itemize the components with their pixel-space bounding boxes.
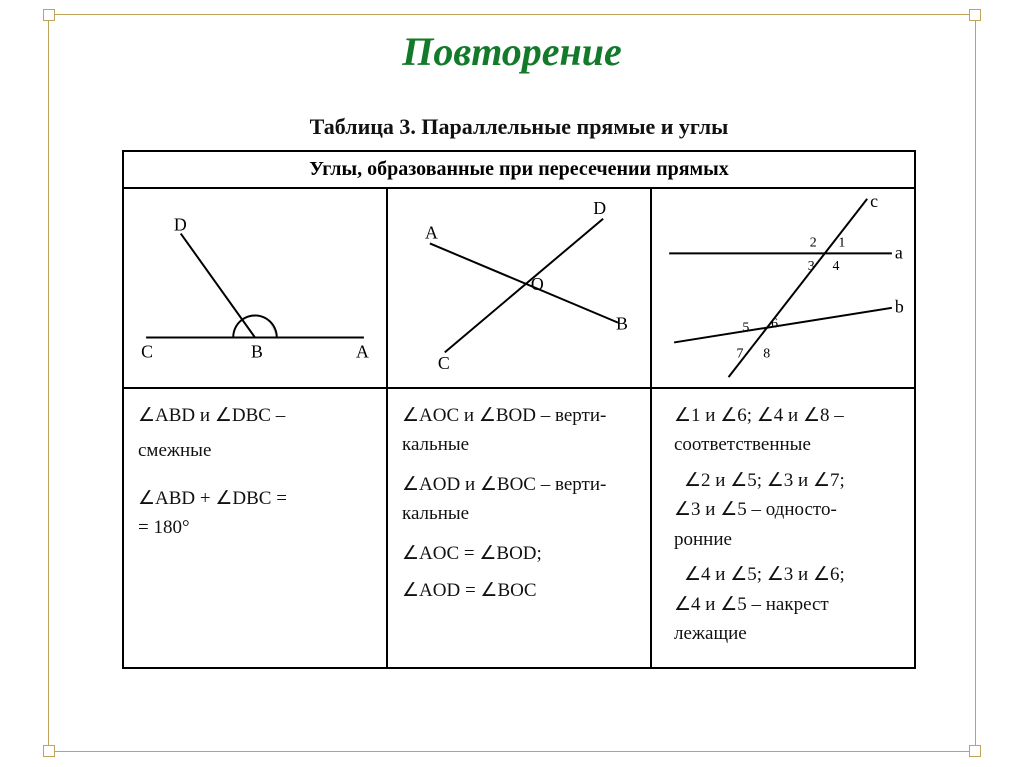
angle-7: 7	[736, 345, 743, 360]
ray-bd	[181, 234, 255, 338]
diagram-vertical-angles: A B C D O	[387, 188, 651, 388]
expr: лежащие	[674, 619, 900, 648]
angle-1: 1	[838, 234, 845, 249]
expr: ∠BOD	[479, 543, 536, 564]
geometry-table: Углы, образованные при пересечении прямы…	[122, 150, 916, 669]
arc-dba	[268, 320, 277, 338]
expr: ∠DBC	[215, 405, 271, 426]
expr: ронние	[674, 525, 900, 554]
label-line-a: a	[895, 242, 903, 262]
diagram-adjacent-angles: D C B A	[123, 188, 387, 388]
expr: ∠BOD	[479, 405, 536, 426]
angle-8: 8	[763, 345, 770, 360]
table-caption: Таблица 3. Параллельные прямые и углы	[122, 114, 916, 140]
line-ab	[430, 243, 618, 322]
label-a: A	[356, 341, 369, 361]
expr: ∠ABD	[138, 405, 195, 426]
expr: и	[459, 405, 479, 426]
expr: ∠3 и ∠5 – односто-	[674, 495, 900, 524]
expr: =	[271, 488, 286, 509]
expr: ∠1 и ∠6; ∠4 и ∠8 –	[674, 401, 900, 430]
diagram-parallel-transversal: a b c 1 2 3 4 5 6 7 8	[651, 188, 915, 388]
expr: –	[271, 405, 285, 426]
text-adjacent-angles: ∠ABD и ∠DBC – смежные ∠ABD + ∠DBC = = 18…	[123, 388, 387, 668]
expr: =	[460, 580, 480, 601]
expr: ∠AOD	[402, 580, 460, 601]
label-d: D	[174, 215, 187, 235]
line-c	[729, 199, 868, 377]
label-b: B	[251, 341, 263, 361]
angle-4: 4	[833, 258, 840, 273]
text-transversal-angles: ∠1 и ∠6; ∠4 и ∠8 – соответственные ∠2 и …	[651, 388, 915, 668]
arc-abd	[233, 315, 268, 337]
slide-heading: Повторение	[0, 28, 1024, 75]
expr: ∠AOD	[402, 474, 460, 495]
label-line-c: c	[870, 191, 878, 211]
expr: ∠AOC	[402, 543, 459, 564]
expr: ∠AOC	[402, 405, 459, 426]
expr: ∠4 и ∠5; ∠3 и ∠6;	[674, 560, 900, 589]
label-a: A	[425, 223, 438, 243]
expr: – верти-	[536, 405, 606, 426]
angle-2: 2	[810, 234, 817, 249]
expr: ∠DBC	[215, 488, 271, 509]
expr: ∠BOC	[480, 580, 536, 601]
expr: кальные	[402, 499, 636, 528]
expr: ∠2 и ∠5; ∠3 и ∠7;	[674, 466, 900, 495]
expr: и	[460, 474, 480, 495]
angle-5: 5	[742, 320, 749, 335]
label-c: C	[141, 341, 153, 361]
expr: ∠BOC	[480, 474, 536, 495]
expr: =	[459, 543, 479, 564]
expr: и	[195, 405, 215, 426]
expr: соответственные	[674, 430, 900, 459]
line-cd	[445, 219, 603, 353]
frame-corner	[969, 745, 981, 757]
line-b	[674, 308, 892, 343]
figure-container: Таблица 3. Параллельные прямые и углы Уг…	[122, 114, 916, 669]
angle-6: 6	[771, 316, 778, 331]
table-header-row: Углы, образованные при пересечении прямы…	[123, 151, 915, 188]
expr: кальные	[402, 430, 636, 459]
angle-3: 3	[808, 258, 815, 273]
label-o: O	[531, 274, 544, 294]
label-b: B	[616, 314, 628, 334]
expr: смежные	[138, 436, 372, 465]
expr: +	[195, 488, 215, 509]
frame-corner	[43, 9, 55, 21]
frame-corner	[43, 745, 55, 757]
frame-corner	[969, 9, 981, 21]
text-vertical-angles: ∠AOC и ∠BOD – верти- кальные ∠AOD и ∠BOC…	[387, 388, 651, 668]
label-d: D	[593, 198, 606, 218]
expr: ;	[537, 543, 542, 564]
expr: ∠4 и ∠5 – накрест	[674, 590, 900, 619]
expr: – верти-	[536, 474, 606, 495]
label-line-b: b	[895, 297, 904, 317]
expr: = 180°	[138, 513, 372, 542]
expr: ∠ABD	[138, 488, 195, 509]
label-c: C	[438, 353, 450, 373]
